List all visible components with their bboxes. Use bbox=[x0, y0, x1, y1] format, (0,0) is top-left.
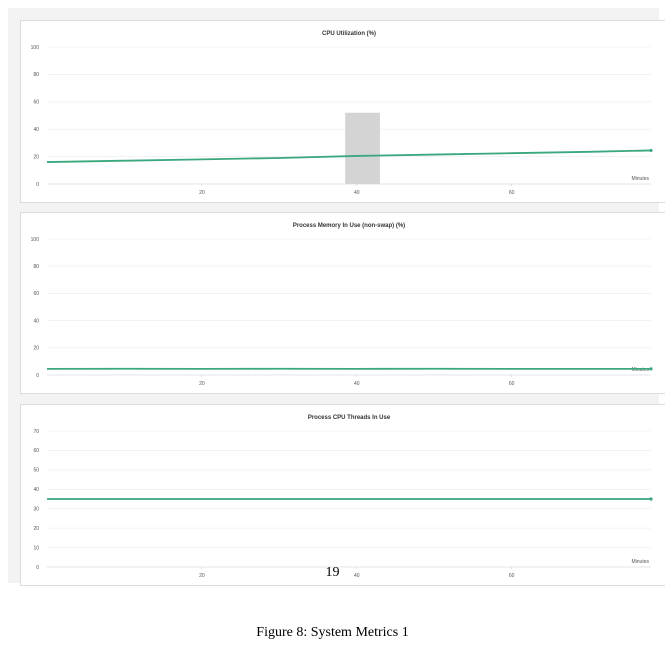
memory-in-use-panel: Process Memory In Use (non-swap) (%) 0 20 4… bbox=[20, 212, 665, 394]
y-tick-label: 20 bbox=[33, 154, 39, 160]
x-tick-label: 20 bbox=[199, 573, 205, 579]
y-tick-label: 20 bbox=[33, 346, 39, 352]
cpu-threads-panel: Process CPU Threads In Use 0 10 20 30 40 50 60 7… bbox=[20, 404, 665, 586]
chart-title: CPU Utilization (%) bbox=[322, 31, 376, 37]
y-tick-label: 40 bbox=[33, 318, 39, 324]
x-tick-label: 20 bbox=[199, 381, 205, 387]
y-tick-label: 40 bbox=[33, 487, 39, 493]
y-tick-label: 100 bbox=[31, 237, 40, 243]
x-tick-label: 60 bbox=[509, 381, 515, 387]
highlight-region bbox=[345, 112, 380, 184]
y-tick-label: 10 bbox=[33, 545, 39, 551]
y-tick-label: 80 bbox=[33, 72, 39, 78]
series-end-point bbox=[649, 497, 653, 501]
x-tick-label: 60 bbox=[509, 573, 515, 579]
cpu-utilization-chart: CPU Utilization (%) 0 20 40 60 80 100 20 40 60 Min… bbox=[31, 31, 653, 196]
x-tick-label: 20 bbox=[199, 190, 205, 196]
x-axis-label: Minutes bbox=[631, 176, 649, 182]
series-end-point bbox=[649, 148, 653, 153]
chart-title: Process CPU Threads In Use bbox=[308, 415, 391, 421]
series-line bbox=[46, 149, 652, 163]
page-number: 19 bbox=[325, 565, 340, 580]
figure-frame: CPU Utilization (%) 0 20 40 60 80 100 20 40 60 Min… bbox=[8, 8, 665, 586]
chart-title: Process Memory In Use (non-swap) (%) bbox=[293, 223, 405, 229]
y-tick-label: 30 bbox=[33, 507, 39, 513]
x-tick-label: 40 bbox=[354, 381, 360, 387]
y-tick-label: 0 bbox=[36, 565, 39, 571]
cpu-threads-chart: Process CPU Threads In Use 0 10 20 30 40 50 60 7… bbox=[33, 415, 653, 579]
figure-caption: Figure 8: System Metrics 1 bbox=[256, 625, 409, 640]
x-tick-label: 40 bbox=[354, 190, 360, 196]
y-tick-label: 50 bbox=[33, 468, 39, 474]
cpu-utilization-panel: CPU Utilization (%) 0 20 40 60 80 100 20 40 60 Min… bbox=[20, 20, 665, 203]
y-tick-label: 60 bbox=[33, 448, 39, 454]
y-tick-label: 40 bbox=[33, 127, 39, 133]
y-tick-label: 60 bbox=[33, 100, 39, 106]
y-tick-label: 0 bbox=[36, 373, 39, 379]
x-tick-label: 40 bbox=[354, 573, 360, 579]
series-end-point bbox=[649, 367, 653, 371]
x-tick-label: 60 bbox=[509, 190, 515, 196]
y-tick-label: 100 bbox=[31, 45, 40, 51]
y-tick-label: 20 bbox=[33, 526, 39, 532]
x-axis-label: Minutes bbox=[631, 559, 649, 565]
y-tick-label: 70 bbox=[33, 429, 39, 435]
y-tick-label: 60 bbox=[33, 291, 39, 297]
x-axis-label: Minutes bbox=[631, 367, 649, 373]
y-tick-label: 0 bbox=[36, 182, 39, 188]
y-tick-label: 80 bbox=[33, 264, 39, 270]
memory-in-use-chart: Process Memory In Use (non-swap) (%) 0 20 4… bbox=[31, 223, 653, 387]
